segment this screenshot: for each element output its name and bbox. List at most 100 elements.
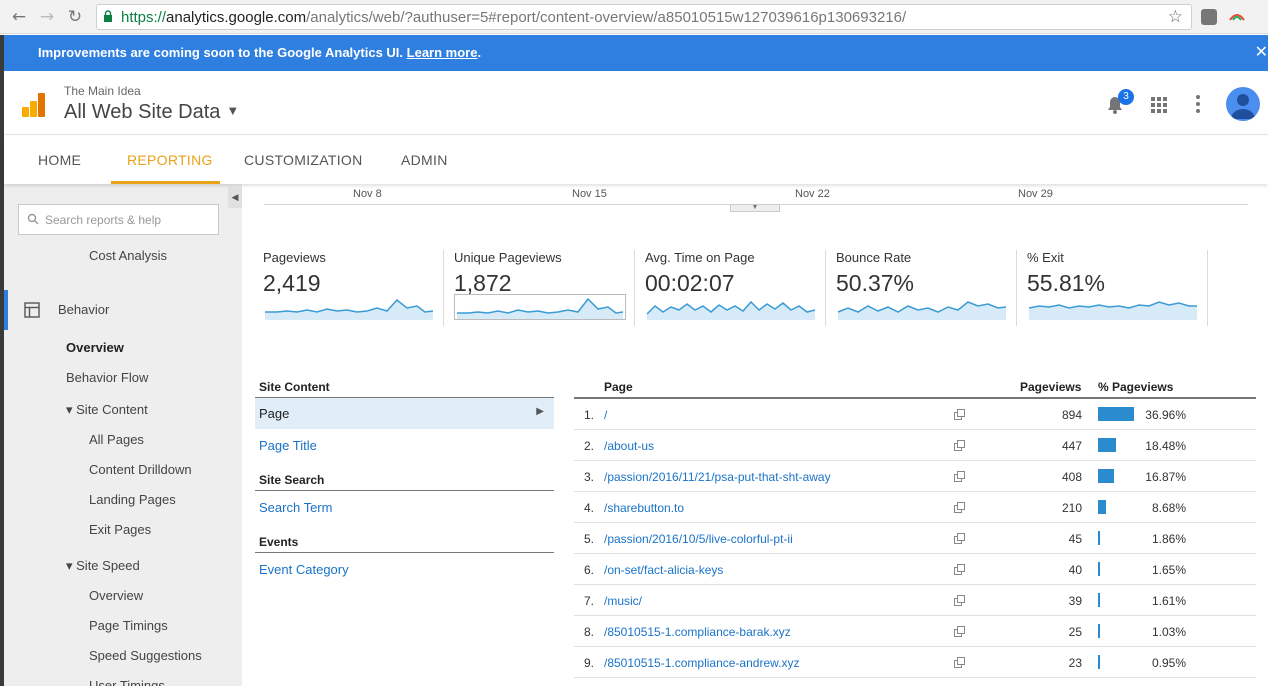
open-page-icon[interactable] — [954, 657, 965, 668]
open-page-icon[interactable] — [954, 626, 965, 637]
metric-unique-pageviews[interactable]: Unique Pageviews 1,872 — [454, 250, 626, 328]
percent-bar — [1098, 562, 1142, 576]
metric-label: Bounce Rate — [836, 250, 912, 265]
close-icon[interactable]: ✕ — [1254, 44, 1268, 61]
page-link[interactable]: /sharebutton.to — [604, 501, 685, 515]
pageviews-value: 40 — [1068, 563, 1082, 577]
row-number: 2. — [583, 439, 594, 453]
collapse-sidebar-button[interactable]: ◀ — [228, 186, 242, 208]
metric-pageviews[interactable]: Pageviews 2,419 — [263, 250, 435, 328]
sidebar-item-user-timings[interactable]: User Timings — [89, 678, 165, 686]
timeline-axis: Nov 8 Nov 15 Nov 22 Nov 29 ▼ — [264, 184, 1248, 214]
page-link[interactable]: /passion/2016/11/21/psa-put-that-sht-awa… — [604, 470, 831, 484]
dimension-page-title[interactable]: Page Title — [259, 438, 317, 453]
extension-icon[interactable] — [1201, 9, 1217, 25]
pageviews-value: 447 — [1061, 439, 1082, 453]
dimension-event-category[interactable]: Event Category — [259, 562, 349, 577]
search-icon — [27, 213, 39, 225]
open-page-icon[interactable] — [954, 595, 965, 606]
percent-value: 8.68% — [1151, 501, 1186, 515]
account-name[interactable]: The Main Idea — [64, 84, 141, 98]
more-options-icon[interactable] — [1196, 95, 1200, 113]
page-link[interactable]: /about-us — [604, 439, 655, 453]
expand-chart-handle[interactable]: ▼ — [730, 204, 780, 212]
sidebar-item-site-speed[interactable]: ▾ Site Speed — [66, 558, 140, 573]
sidebar-item-landing-pages[interactable]: Landing Pages — [89, 492, 176, 507]
learn-more-link[interactable]: Learn more — [406, 45, 478, 60]
percent-bar-fill — [1098, 438, 1116, 452]
sidebar-item-site-content[interactable]: ▾ Site Content — [66, 402, 148, 417]
sidebar-item-behavior-flow[interactable]: Behavior Flow — [66, 370, 149, 385]
open-page-icon[interactable] — [954, 564, 965, 575]
sidebar-item-behavior[interactable]: Behavior — [58, 302, 110, 317]
column-header-pageviews[interactable]: Pageviews — [1020, 380, 1082, 394]
tab-home[interactable]: HOME — [38, 152, 82, 168]
row-number: 5. — [583, 532, 594, 546]
pageviews-value: 210 — [1061, 501, 1082, 515]
dimension-label: Page — [259, 406, 290, 421]
metric-divider — [825, 250, 826, 326]
sparkline — [265, 298, 434, 320]
search-input[interactable]: Search reports & help — [18, 204, 219, 235]
table-row: 7. /music/39 1.61% — [574, 585, 1256, 616]
page-link[interactable]: /85010515-1.compliance-barak.xyz — [604, 625, 791, 639]
percent-bar — [1098, 469, 1142, 483]
chevron-right-icon: ▶ — [536, 406, 544, 417]
table-row: 4. /sharebutton.to 210 8.68% — [574, 492, 1256, 523]
sidebar-item-content-drilldown[interactable]: Content Drilldown — [89, 462, 192, 477]
sidebar-item-all-pages[interactable]: All Pages — [89, 432, 144, 447]
dimension-page[interactable]: Page ▶ — [255, 398, 554, 429]
sidebar-item-page-timings[interactable]: Page Timings — [89, 618, 168, 633]
section-site-search: Site Search — [259, 473, 325, 487]
open-page-icon[interactable] — [954, 533, 965, 544]
metric-avg-time-on-page[interactable]: Avg. Time on Page 00:02:07 — [645, 250, 817, 328]
column-header-percent-pageviews[interactable]: % Pageviews — [1098, 380, 1174, 394]
open-page-icon[interactable] — [954, 409, 965, 420]
sidebar-item-exit-pages[interactable]: Exit Pages — [89, 522, 152, 537]
metric-bounce-rate[interactable]: Bounce Rate 50.37% — [836, 250, 1008, 328]
tab-reporting[interactable]: REPORTING — [127, 152, 213, 168]
metric-percent-exit[interactable]: % Exit 55.81% — [1027, 250, 1199, 328]
tab-customization[interactable]: CUSTOMIZATION — [244, 152, 363, 168]
apps-grid-icon[interactable] — [1151, 97, 1167, 113]
percent-bar — [1098, 655, 1142, 669]
back-icon[interactable]: ← — [11, 7, 27, 27]
percent-value: 1.03% — [1151, 625, 1186, 639]
sidebar-item-cost-analysis[interactable]: Cost Analysis — [89, 248, 168, 263]
page-link[interactable]: /passion/2016/10/5/live-colorful-pt-ii — [604, 532, 793, 546]
metric-label: Avg. Time on Page — [645, 250, 755, 265]
timeline-date: Nov 15 — [572, 188, 607, 200]
percent-bar-fill — [1098, 655, 1100, 669]
page-link[interactable]: /music/ — [604, 594, 643, 608]
bookmark-star-icon[interactable]: ☆ — [1167, 7, 1183, 27]
user-avatar[interactable] — [1226, 87, 1260, 121]
percent-bar-fill — [1098, 500, 1106, 514]
open-page-icon[interactable] — [954, 471, 965, 482]
address-bar[interactable]: https://analytics.google.com/analytics/w… — [96, 4, 1192, 30]
page-link[interactable]: /on-set/fact-alicia-keys — [604, 563, 724, 577]
open-page-icon[interactable] — [954, 440, 965, 451]
column-header-page[interactable]: Page — [604, 380, 633, 394]
sparkline — [837, 301, 1007, 320]
metric-value: 50.37% — [836, 270, 915, 296]
forward-icon[interactable]: → — [39, 7, 55, 27]
property-selector[interactable]: All Web Site Data ▼ — [64, 101, 240, 123]
notification-badge: 3 — [1118, 89, 1134, 105]
percent-bar — [1098, 438, 1142, 452]
open-page-icon[interactable] — [954, 502, 965, 513]
table-header-divider — [574, 397, 1256, 399]
sidebar-item-speed-overview[interactable]: Overview — [89, 588, 144, 603]
dimension-search-term[interactable]: Search Term — [259, 500, 333, 515]
tab-admin[interactable]: ADMIN — [401, 152, 448, 168]
pageviews-value: 25 — [1068, 625, 1082, 639]
pageviews-value: 894 — [1061, 408, 1082, 422]
sidebar-item-overview[interactable]: Overview — [66, 340, 124, 355]
page-link[interactable]: / — [604, 408, 608, 422]
timeline-date: Nov 22 — [795, 188, 830, 200]
extension-rainbow-icon[interactable] — [1228, 8, 1246, 26]
section-divider — [255, 490, 554, 491]
page-link[interactable]: /85010515-1.compliance-andrew.xyz — [604, 656, 800, 670]
sidebar-item-speed-suggestions[interactable]: Speed Suggestions — [89, 648, 202, 663]
reload-icon[interactable]: ↻ — [67, 7, 83, 27]
metric-label: Unique Pageviews — [454, 250, 562, 265]
